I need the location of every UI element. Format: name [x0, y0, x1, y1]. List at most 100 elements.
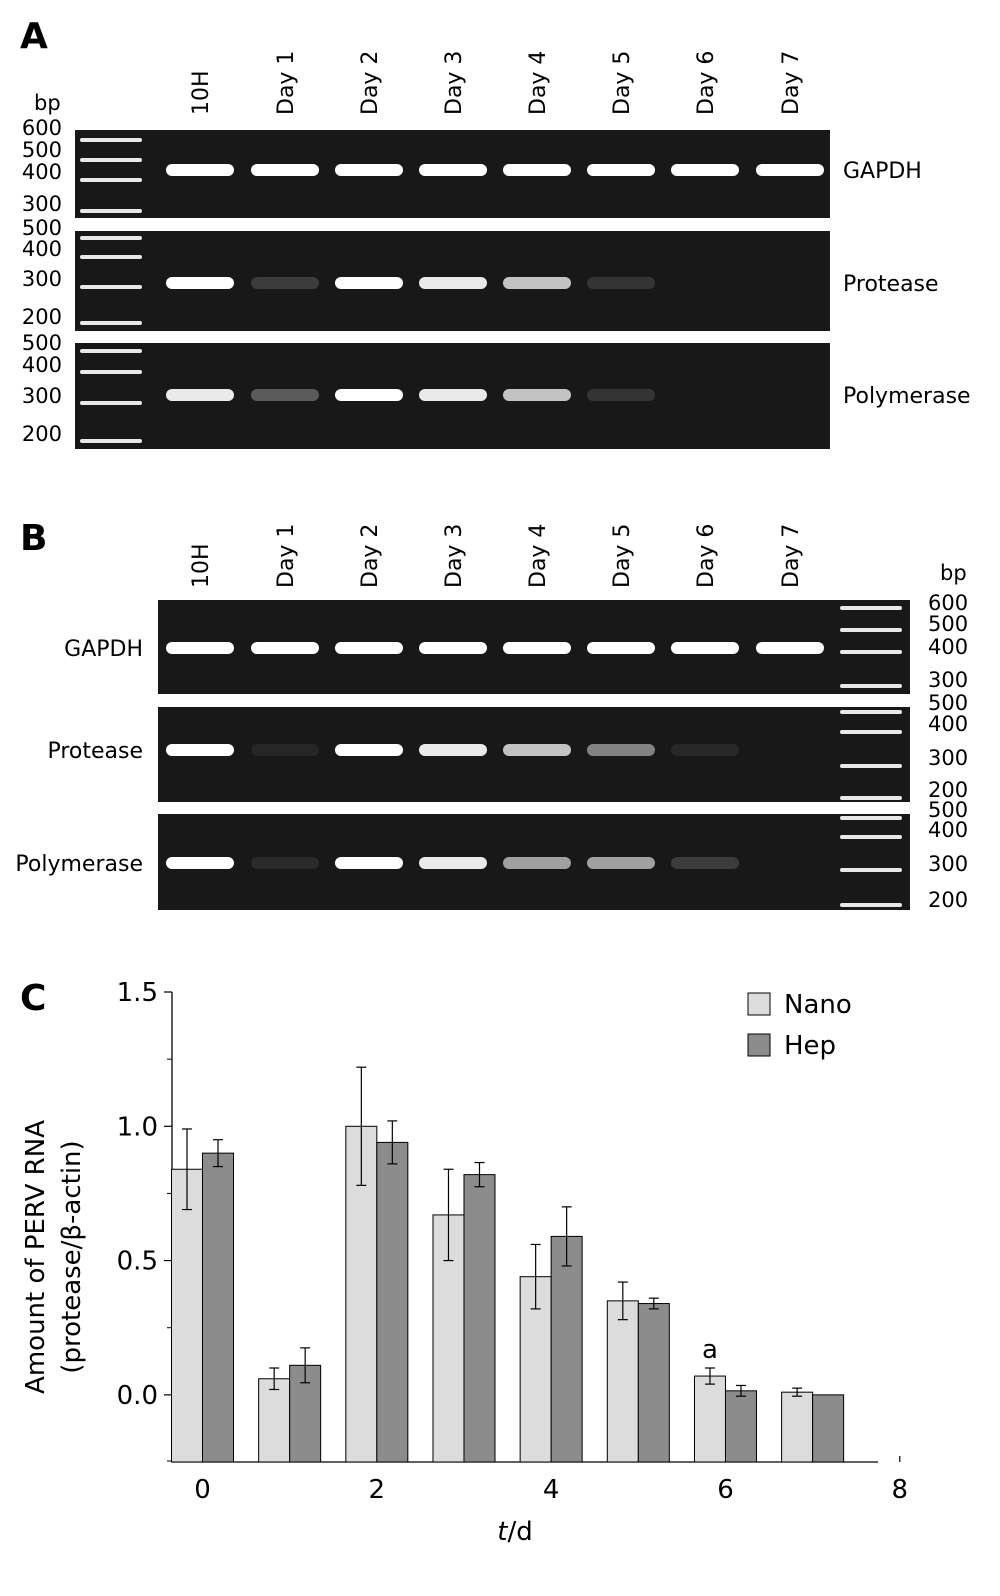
panel-b-band-polymerase-day-3 — [419, 857, 487, 869]
panel-b-ladder-label-500: 500 — [928, 612, 968, 636]
panel-b-ladder-label-300: 300 — [928, 852, 968, 876]
panel-c: C 0.0 0.5 1.0 1.5 0 2 4 6 8 a Nano Hep t/d Amount of … — [20, 978, 908, 1547]
panel-b-ladder-band — [840, 684, 902, 688]
panel-b-lane-labels: 10H Day 1 Day 2 Day 3 Day 4 Day 5 Day 6 Day 7 — [189, 524, 804, 588]
panel-b-ladder-label-400: 400 — [928, 818, 968, 842]
panel-b-bp-label: bp — [940, 561, 967, 585]
panel-b-band-polymerase-day-1 — [251, 857, 319, 869]
panel-a: A bp 10H Day 1 Day 2 Day 3 Day 4 Day 5 Day 6 Da… — [20, 16, 971, 449]
panel-a-ladder-band — [80, 321, 142, 325]
bar-hep-7 — [812, 1394, 845, 1463]
panel-a-ladder-label-500: 500 — [22, 216, 62, 240]
panel-b-band-polymerase-day-6 — [671, 857, 739, 869]
panel-a-lane-label-day-2: Day 2 — [358, 51, 383, 115]
bar-nano-7 — [781, 1391, 814, 1463]
panel-a-lane-label-day-5: Day 5 — [610, 51, 635, 115]
panel-b-gene-label-gapdh: GAPDH — [64, 637, 143, 662]
bar-nano-0 — [171, 1168, 204, 1463]
panel-b-lane-label-10h: 10H — [189, 543, 214, 588]
panel-a-ladder-band — [80, 349, 142, 353]
panel-a-band-gapdh-day-1 — [251, 164, 319, 176]
panel-a-band-polymerase-day-4 — [503, 389, 571, 401]
panel-b-gene-label-protease: Protease — [47, 739, 143, 764]
panel-a-ladder-band — [80, 370, 142, 374]
panel-a-band-protease-day-5 — [587, 277, 655, 289]
y-axis-label-line1: Amount of PERV RNA — [21, 1120, 51, 1394]
bar-hep-3 — [463, 1174, 496, 1463]
panel-a-band-polymerase-day-5 — [587, 389, 655, 401]
panel-a-gels: 600500400300GAPDH500400300200Protease500… — [22, 116, 971, 449]
panel-a-ladder-label-400: 400 — [22, 237, 62, 261]
panel-b-band-gapdh-day-5 — [587, 642, 655, 654]
panel-a-ladder-label-600: 600 — [22, 116, 62, 140]
panel-a-band-gapdh-10h — [166, 164, 234, 176]
panel-a-ladder-label-400: 400 — [22, 160, 62, 184]
panel-a-band-polymerase-day-2 — [335, 389, 403, 401]
panel-a-gene-label-protease: Protease — [843, 272, 939, 297]
x-axis-label-rest: /d — [507, 1517, 532, 1547]
bar-nano-1 — [258, 1378, 291, 1463]
panel-a-gene-label-polymerase: Polymerase — [843, 384, 971, 409]
panel-b-ladder-label-500: 500 — [928, 691, 968, 715]
panel-b-ladder-label-400: 400 — [928, 712, 968, 736]
annotation-label: a — [702, 1335, 718, 1365]
panel-a-ladder-label-400: 400 — [22, 353, 62, 377]
panel-a-ladder-label-300: 300 — [22, 384, 62, 408]
panel-a-band-gapdh-day-7 — [756, 164, 824, 176]
x-tick-label: 6 — [717, 1475, 734, 1505]
panel-b-band-polymerase-10h — [166, 857, 234, 869]
panel-b-letter: B — [20, 518, 47, 559]
panel-b-ladder-label-300: 300 — [928, 668, 968, 692]
panel-b-ladder-label-200: 200 — [928, 888, 968, 912]
panel-b-lane-label-day-5: Day 5 — [610, 524, 635, 588]
panel-b-lane-label-day-2: Day 2 — [358, 524, 383, 588]
panel-b-gels: 600500400300GAPDH500400300200Protease500… — [15, 591, 968, 912]
panel-a-ladder-label-500: 500 — [22, 138, 62, 162]
y-tick-label: 0.0 — [117, 1381, 158, 1411]
panel-a-lane-label-day-7: Day 7 — [779, 51, 804, 115]
panel-b-ladder-band — [840, 730, 902, 734]
panel-b-band-polymerase-day-5 — [587, 857, 655, 869]
panel-b-band-protease-day-5 — [587, 744, 655, 756]
x-axis-label: t/d — [497, 1517, 532, 1547]
x-tick-label: 2 — [369, 1475, 386, 1505]
legend-swatch-hep — [747, 1033, 771, 1057]
panel-b-band-polymerase-day-2 — [335, 857, 403, 869]
bar-hep-4 — [550, 1235, 583, 1463]
panel-a-letter: A — [20, 16, 48, 57]
panel-b-band-gapdh-day-1 — [251, 642, 319, 654]
bar-hep-2 — [376, 1141, 409, 1463]
panel-a-band-polymerase-day-3 — [419, 389, 487, 401]
panel-a-ladder-label-300: 300 — [22, 267, 62, 291]
panel-b-band-gapdh-day-2 — [335, 642, 403, 654]
panel-a-band-gapdh-day-5 — [587, 164, 655, 176]
panel-b-ladder-band — [840, 764, 902, 768]
panel-b-ladder-band — [840, 903, 902, 907]
panel-a-ladder-band — [80, 236, 142, 240]
panel-a-band-gapdh-day-2 — [335, 164, 403, 176]
panel-b-band-protease-day-6 — [671, 744, 739, 756]
panel-b-lane-label-day-6: Day 6 — [694, 524, 719, 588]
panel-c-letter: C — [20, 978, 46, 1019]
bar-nano-6 — [693, 1375, 726, 1463]
panel-a-band-protease-10h — [166, 277, 234, 289]
x-tick-label: 8 — [892, 1475, 909, 1505]
panel-a-lane-label-day-1: Day 1 — [274, 51, 299, 115]
panel-a-band-gapdh-day-3 — [419, 164, 487, 176]
panel-b-ladder-label-400: 400 — [928, 635, 968, 659]
panel-b-ladder-band — [840, 650, 902, 654]
panel-a-ladder-band — [80, 255, 142, 259]
panel-a-ladder-label-500: 500 — [22, 331, 62, 355]
panel-b-band-protease-day-2 — [335, 744, 403, 756]
panel-a-ladder-label-200: 200 — [22, 305, 62, 329]
panel-a-ladder-label-200: 200 — [22, 422, 62, 446]
panel-a-ladder-band — [80, 209, 142, 213]
y-tick-label: 1.5 — [117, 978, 158, 1008]
panel-a-ladder-band — [80, 401, 142, 405]
panel-b-gene-label-polymerase: Polymerase — [15, 852, 143, 877]
